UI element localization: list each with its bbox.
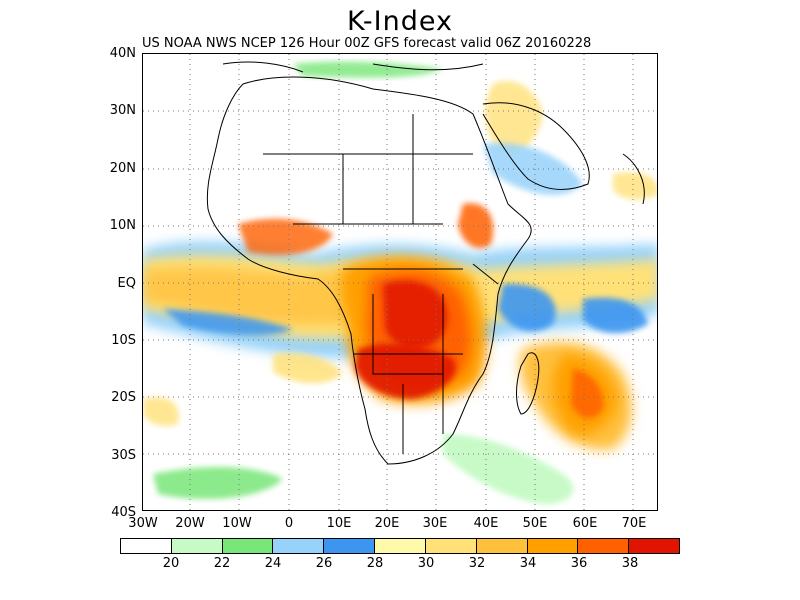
colorbar-label: 30	[417, 556, 435, 571]
colorbar-label: 22	[213, 556, 231, 571]
k-index-shading	[143, 61, 657, 504]
colorbar-swatch	[425, 539, 477, 553]
colorbar-label: 28	[366, 556, 384, 571]
x-tick-label: 10E	[326, 516, 352, 531]
x-tick-label: 10W	[222, 516, 252, 531]
x-tick-label: 20W	[175, 516, 205, 531]
x-tick-label: 40E	[473, 516, 499, 531]
x-tick-label: 50E	[522, 516, 548, 531]
y-tick-label: EQ	[117, 276, 136, 291]
colorbar-swatch	[171, 539, 223, 553]
x-tick-label: 20E	[374, 516, 400, 531]
coastlines	[206, 61, 645, 465]
x-tick-label: 30E	[422, 516, 448, 531]
colorbar-swatch	[121, 539, 172, 553]
map-subtitle: US NOAA NWS NCEP 126 Hour 00Z GFS foreca…	[142, 36, 592, 51]
colorbar-label: 20	[162, 556, 180, 571]
y-tick-label: 10N	[109, 218, 136, 233]
map-title: K-Index	[347, 6, 453, 37]
colorbar-label: 24	[264, 556, 282, 571]
colorbar-swatch	[375, 539, 426, 553]
colorbar	[120, 538, 680, 554]
colorbar-swatch	[222, 539, 274, 553]
colorbar-label: 32	[468, 556, 486, 571]
grid-lines	[143, 54, 657, 510]
y-tick-label: 40N	[109, 46, 136, 61]
colorbar-label: 26	[315, 556, 333, 571]
y-tick-label: 30N	[109, 103, 136, 118]
map-panel	[142, 53, 658, 511]
colorbar-swatch	[527, 539, 579, 553]
y-tick-label: 40S	[111, 505, 136, 520]
colorbar-swatch	[273, 539, 325, 553]
y-tick-label: 30S	[111, 448, 136, 463]
y-tick-label: 20S	[111, 390, 136, 405]
k-index-map	[143, 54, 657, 510]
colorbar-swatch	[476, 539, 528, 553]
x-tick-label: 0	[284, 516, 294, 531]
x-tick-label: 70E	[621, 516, 647, 531]
x-tick-label: 30W	[128, 516, 158, 531]
y-tick-label: 10S	[111, 333, 136, 348]
colorbar-label: 38	[621, 556, 639, 571]
colorbar-swatch	[629, 539, 679, 553]
colorbar-label: 36	[570, 556, 588, 571]
colorbar-swatch	[324, 539, 376, 553]
x-tick-label: 60E	[572, 516, 598, 531]
colorbar-label: 34	[519, 556, 537, 571]
colorbar-swatch	[578, 539, 630, 553]
y-tick-label: 20N	[109, 161, 136, 176]
